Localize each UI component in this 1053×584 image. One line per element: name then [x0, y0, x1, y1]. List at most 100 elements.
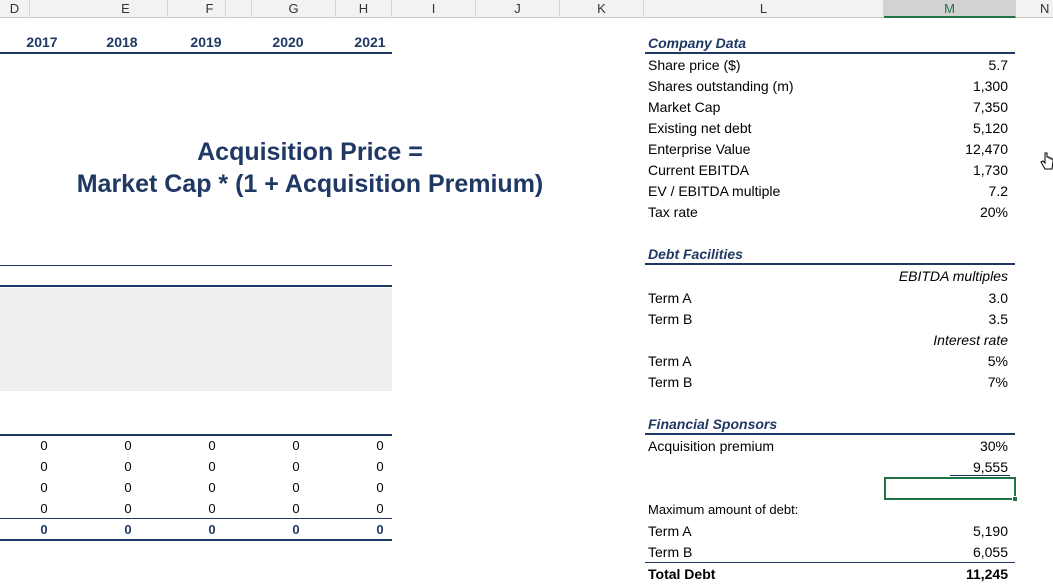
- debt-multiple-value[interactable]: 3.5: [988, 311, 1008, 327]
- debt-multiple-value[interactable]: 3.0: [988, 290, 1008, 306]
- acquisition-premium-label[interactable]: Acquisition premium: [648, 438, 775, 454]
- table-cell[interactable]: 0: [376, 501, 384, 516]
- company-data-label[interactable]: Tax rate: [648, 204, 698, 220]
- table-cell[interactable]: 0: [376, 459, 384, 474]
- table-total-cell[interactable]: 0: [124, 522, 132, 537]
- table-cell[interactable]: 0: [124, 480, 132, 495]
- table-cell[interactable]: 0: [40, 501, 48, 516]
- company-data-value[interactable]: 1,300: [972, 78, 1008, 94]
- table-cell[interactable]: 0: [208, 501, 216, 516]
- table-total-cell[interactable]: 0: [376, 522, 384, 537]
- total-debt-value[interactable]: 11,245: [965, 566, 1008, 582]
- section-rule: [0, 265, 392, 266]
- company-data-value[interactable]: 20%: [979, 204, 1008, 220]
- table-total-cell[interactable]: 0: [40, 522, 48, 537]
- table-cell[interactable]: 0: [124, 459, 132, 474]
- table-bottom-rule: [0, 539, 392, 541]
- acquisition-price-value[interactable]: 9,555: [972, 459, 1008, 475]
- max-debt-term-a-label[interactable]: Term A: [648, 523, 692, 539]
- table-cell[interactable]: 0: [292, 438, 300, 453]
- max-debt-term-b-label[interactable]: Term B: [648, 544, 693, 560]
- company-data-value[interactable]: 1,730: [972, 162, 1008, 178]
- column-header-n[interactable]: N: [1040, 1, 1050, 16]
- table-cell[interactable]: 0: [208, 438, 216, 453]
- max-debt-label[interactable]: Maximum amount of debt:: [648, 502, 799, 517]
- table-cell[interactable]: 0: [292, 480, 300, 495]
- column-header-m[interactable]: M: [884, 0, 1016, 18]
- year-header: 2017: [26, 34, 58, 50]
- interest-rate-header: Interest rate: [933, 332, 1008, 348]
- interest-rate-value[interactable]: 7%: [987, 374, 1008, 390]
- active-cell-selection[interactable]: [884, 477, 1016, 500]
- table-cell[interactable]: 0: [208, 459, 216, 474]
- company-data-value[interactable]: 12,470: [965, 141, 1008, 157]
- debt-term-label[interactable]: Term B: [648, 311, 693, 327]
- year-header: 2018: [106, 34, 138, 50]
- debt-term-label[interactable]: Term A: [648, 290, 692, 306]
- financial-sponsors-title: Financial Sponsors: [648, 416, 778, 432]
- company-data-label[interactable]: Enterprise Value: [648, 141, 751, 157]
- section-rule: [0, 285, 392, 287]
- year-header-rule: [0, 52, 392, 54]
- company-data-value[interactable]: 5.7: [988, 57, 1008, 73]
- column-header-k[interactable]: K: [560, 0, 644, 18]
- ebitda-multiples-header: EBITDA multiples: [898, 268, 1008, 284]
- column-header-i[interactable]: I: [392, 0, 476, 18]
- formula-line-2: Market Cap * (1 + Acquisition Premium): [76, 170, 544, 198]
- company-data-rule: [645, 52, 1015, 54]
- column-header-f[interactable]: F: [168, 0, 252, 18]
- column-header-e-spacer: [30, 0, 226, 18]
- year-header: 2020: [272, 34, 304, 50]
- year-header: 2019: [190, 34, 222, 50]
- max-debt-term-b-value[interactable]: 6,055: [972, 544, 1008, 560]
- acquisition-price-underline: [950, 475, 1010, 476]
- debt-term-label[interactable]: Term B: [648, 374, 693, 390]
- table-total-cell[interactable]: 0: [208, 522, 216, 537]
- company-data-label[interactable]: EV / EBITDA multiple: [648, 183, 781, 199]
- column-header-d[interactable]: D: [0, 0, 30, 18]
- column-header-j[interactable]: J: [476, 0, 560, 18]
- interest-rate-value[interactable]: 5%: [987, 353, 1008, 369]
- year-header: 2021: [354, 34, 386, 50]
- table-total-cell[interactable]: 0: [292, 522, 300, 537]
- pointer-hand-icon: [1040, 152, 1053, 170]
- fill-handle[interactable]: [1012, 496, 1018, 502]
- company-data-value[interactable]: 5,120: [972, 120, 1008, 136]
- column-header-h[interactable]: H: [336, 0, 392, 18]
- table-cell[interactable]: 0: [40, 480, 48, 495]
- column-header-l[interactable]: L: [644, 0, 884, 18]
- total-debt-top-rule: [645, 562, 1015, 563]
- column-header-g[interactable]: G: [252, 0, 336, 18]
- company-data-title: Company Data: [648, 35, 747, 51]
- input-block: [0, 288, 392, 391]
- table-cell[interactable]: 0: [124, 501, 132, 516]
- table-cell[interactable]: 0: [208, 480, 216, 495]
- table-cell[interactable]: 0: [40, 438, 48, 453]
- table-cell[interactable]: 0: [124, 438, 132, 453]
- debt-term-label[interactable]: Term A: [648, 353, 692, 369]
- debt-facilities-rule: [645, 263, 1015, 265]
- column-header-e[interactable]: E: [84, 0, 168, 18]
- debt-facilities-title: Debt Facilities: [648, 246, 743, 262]
- max-debt-term-a-value[interactable]: 5,190: [972, 523, 1008, 539]
- financial-sponsors-rule: [645, 433, 1015, 435]
- company-data-value[interactable]: 7,350: [972, 99, 1008, 115]
- table-cell[interactable]: 0: [376, 480, 384, 495]
- table-cell[interactable]: 0: [292, 459, 300, 474]
- company-data-label[interactable]: Shares outstanding (m): [648, 78, 794, 94]
- table-cell[interactable]: 0: [292, 501, 300, 516]
- company-data-label[interactable]: Current EBITDA: [648, 162, 750, 178]
- table-cell[interactable]: 0: [376, 438, 384, 453]
- table-top-rule: [0, 434, 392, 436]
- total-debt-label[interactable]: Total Debt: [648, 566, 716, 582]
- company-data-label[interactable]: Market Cap: [648, 99, 721, 115]
- company-data-label[interactable]: Existing net debt: [648, 120, 752, 136]
- acquisition-premium-value[interactable]: 30%: [979, 438, 1008, 454]
- company-data-label[interactable]: Share price ($): [648, 57, 741, 73]
- formula-line-1: Acquisition Price =: [197, 138, 423, 166]
- table-cell[interactable]: 0: [40, 459, 48, 474]
- table-total-rule: [0, 518, 392, 519]
- company-data-value[interactable]: 7.2: [988, 183, 1008, 199]
- column-header-bar: D E F G H I J K L M N: [0, 0, 1053, 18]
